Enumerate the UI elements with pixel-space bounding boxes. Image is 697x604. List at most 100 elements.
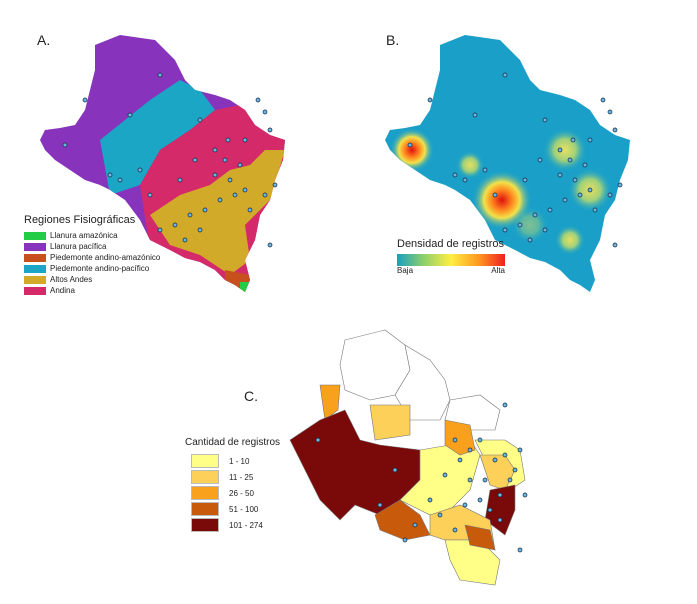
record-point xyxy=(527,237,533,243)
low-label: Baja xyxy=(397,266,414,275)
record-point xyxy=(157,227,163,233)
record-point xyxy=(227,177,233,183)
legend-swatch xyxy=(191,486,219,500)
record-point xyxy=(147,192,153,198)
legend-swatch xyxy=(24,264,46,273)
record-point xyxy=(117,177,123,183)
record-point xyxy=(467,447,473,453)
record-point xyxy=(537,157,543,163)
record-point xyxy=(197,227,203,233)
record-point xyxy=(607,192,613,198)
record-point xyxy=(242,137,248,143)
legend-item: 11 - 25 xyxy=(185,469,280,485)
record-point xyxy=(267,242,273,248)
record-point xyxy=(212,172,218,178)
legend-swatch xyxy=(24,275,46,284)
legend-swatch xyxy=(191,454,219,468)
record-point xyxy=(472,112,478,118)
record-point xyxy=(462,502,468,508)
record-points xyxy=(62,72,623,553)
record-point xyxy=(492,457,498,463)
legend-label: Piedemonte andino-amazónico xyxy=(50,253,161,262)
record-point xyxy=(202,207,208,213)
record-point xyxy=(587,137,593,143)
record-point xyxy=(402,537,408,543)
record-point xyxy=(182,237,188,243)
legend-swatch xyxy=(24,231,46,240)
record-point xyxy=(442,472,448,478)
record-point xyxy=(467,477,473,483)
record-point xyxy=(497,492,503,498)
legend-swatch xyxy=(191,518,219,532)
record-point xyxy=(62,142,68,148)
legend-swatch xyxy=(24,242,46,251)
legend-label: Altos Andes xyxy=(50,275,93,284)
legend-item: Piedemonte andino-pacífico xyxy=(24,263,160,274)
record-point xyxy=(427,97,433,103)
record-point xyxy=(452,172,458,178)
legend-item: 51 - 100 xyxy=(185,501,280,517)
legend-density: Densidad de registros Baja Alta xyxy=(397,238,505,275)
record-point xyxy=(507,477,513,483)
record-point xyxy=(267,127,273,133)
record-point xyxy=(127,112,133,118)
legend-label: 26 - 50 xyxy=(229,488,254,498)
panel-b-label: B. xyxy=(386,32,400,48)
legend-item: Altos Andes xyxy=(24,274,160,285)
legend-label: Andina xyxy=(50,286,75,295)
legend-swatch xyxy=(24,253,46,262)
record-point xyxy=(482,477,488,483)
record-point xyxy=(600,97,606,103)
record-point xyxy=(217,197,223,203)
legend-title: Cantidad de registros xyxy=(185,437,281,448)
record-point xyxy=(517,547,523,553)
panel-c-label: C. xyxy=(244,388,258,404)
high-label: Alta xyxy=(491,266,505,275)
record-point xyxy=(82,97,88,103)
record-point xyxy=(492,192,498,198)
record-point xyxy=(562,197,568,203)
record-point xyxy=(392,467,398,473)
record-point xyxy=(315,437,321,443)
legend-label: 1 - 10 xyxy=(229,456,250,466)
record-point xyxy=(502,227,508,233)
record-point xyxy=(177,177,183,183)
record-point xyxy=(502,452,508,458)
record-point xyxy=(262,192,268,198)
legend-item: 26 - 50 xyxy=(185,485,280,501)
legend-swatch xyxy=(191,470,219,484)
legend-label: Llanura amazónica xyxy=(50,231,118,240)
legend-title: Densidad de registros xyxy=(397,238,505,250)
record-point xyxy=(212,147,218,153)
record-point xyxy=(157,72,163,78)
record-point xyxy=(437,512,443,518)
record-point xyxy=(482,167,488,173)
record-point xyxy=(612,242,618,248)
record-point xyxy=(587,187,593,193)
record-point xyxy=(512,467,518,473)
legend-label: 51 - 100 xyxy=(229,504,259,514)
legend-title: Regiones Fisiográficas xyxy=(24,214,136,226)
legend-record-counts: Cantidad de registros 1 - 10 11 - 25 26 - … xyxy=(185,437,280,533)
density-color-ramp xyxy=(397,254,505,266)
legend-item: Llanura pacífica xyxy=(24,241,160,252)
map-b-density xyxy=(385,35,630,292)
record-point xyxy=(542,117,548,123)
record-point xyxy=(577,192,583,198)
record-point xyxy=(192,157,198,163)
record-point xyxy=(457,457,463,463)
record-point xyxy=(542,227,548,233)
record-point xyxy=(237,162,243,168)
record-point xyxy=(452,437,458,443)
record-point xyxy=(607,109,613,115)
record-point xyxy=(262,109,268,115)
legend-item: 1 - 10 xyxy=(185,453,280,469)
record-point xyxy=(497,517,503,523)
legend-item: 101 - 274 xyxy=(185,517,280,533)
record-point xyxy=(502,72,508,78)
record-point xyxy=(412,522,418,528)
record-point xyxy=(272,182,278,188)
record-point xyxy=(427,497,433,503)
record-point xyxy=(187,212,193,218)
